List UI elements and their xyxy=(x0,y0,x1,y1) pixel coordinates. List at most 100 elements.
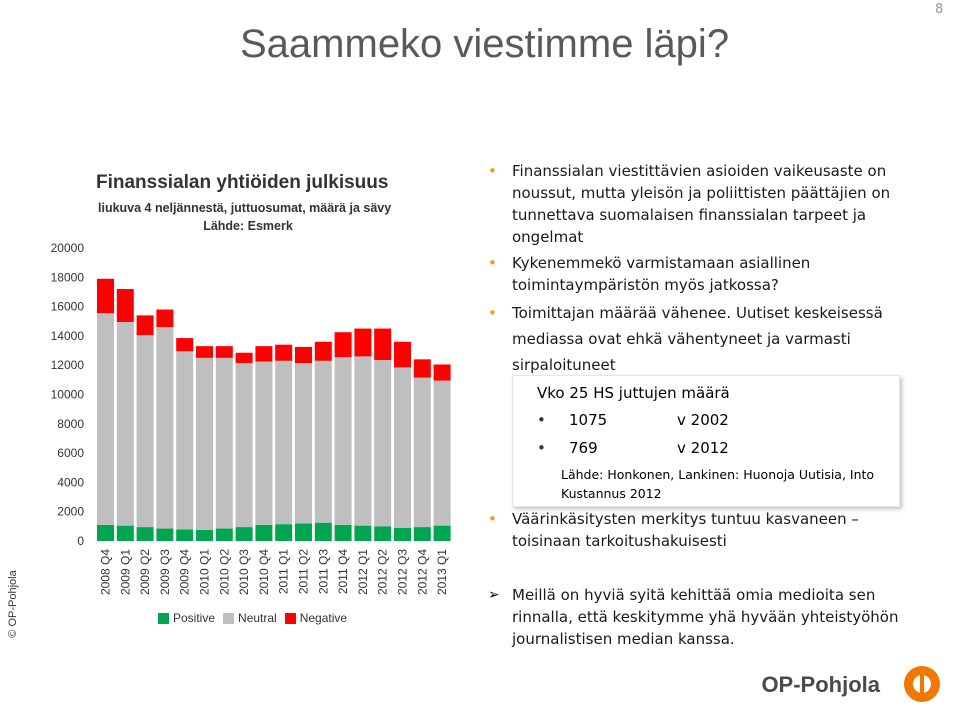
bar-neutral xyxy=(215,357,233,529)
bar-neutral xyxy=(354,356,372,526)
bar-neutral xyxy=(176,351,194,530)
y-tick-label: 16000 xyxy=(51,300,85,314)
x-tick-label: 2011 Q1 xyxy=(277,549,291,594)
legend-swatch-positive xyxy=(158,612,169,624)
bar-negative xyxy=(334,332,352,358)
y-tick-label: 6000 xyxy=(57,446,84,460)
x-axis-labels: 2008 Q4 2009 Q1 2009 Q2 2009 Q3 2009 Q4 2010 … xyxy=(99,549,450,595)
bar-positive xyxy=(374,526,392,541)
x-tick-label: 2011 Q2 xyxy=(297,549,311,594)
statistics-box: Vko 25 HS juttujen määrä 1075 v 2002 769… xyxy=(512,375,900,507)
y-tick-label: 14000 xyxy=(51,329,85,343)
bar-positive xyxy=(156,528,174,541)
bar-neutral xyxy=(255,361,273,525)
bar-negative xyxy=(235,352,253,364)
x-tick-label: 2009 Q3 xyxy=(158,549,172,595)
bullet-item: Meillä on hyviä syitä kehittää omia medi… xyxy=(488,584,928,650)
bullet-item: Toimittajan määrää vähenee. Uutiset kesk… xyxy=(488,300,928,378)
bullet-list-final: Meillä on hyviä syitä kehittää omia medi… xyxy=(488,584,928,650)
box-count: 1075 xyxy=(569,411,608,429)
footer-brand: OP-Pohjola xyxy=(761,672,880,697)
bullet-list: Finanssialan viestittävien asioiden vaik… xyxy=(488,160,928,378)
bar-positive xyxy=(235,527,253,541)
x-tick-label: 2012 Q1 xyxy=(356,549,370,595)
bar-negative xyxy=(374,328,392,361)
bar-negative xyxy=(433,364,451,381)
bar-neutral xyxy=(196,357,213,531)
bars xyxy=(97,278,451,541)
box-heading: Vko 25 HS juttujen määrä xyxy=(537,384,730,402)
bar-neutral xyxy=(275,360,293,525)
bar-positive xyxy=(116,525,134,541)
box-count: 769 xyxy=(569,439,598,457)
bar-negative xyxy=(215,346,233,358)
bar-neutral xyxy=(136,335,154,528)
bar-neutral xyxy=(374,360,392,527)
legend-swatch-neutral xyxy=(223,612,235,624)
bar-neutral xyxy=(314,360,332,523)
bar-negative xyxy=(176,338,194,352)
legend-label-negative: Negative xyxy=(299,611,348,625)
bar-positive xyxy=(394,527,411,541)
x-tick-label: 2011 Q4 xyxy=(336,549,350,594)
legend-label-neutral: Neutral xyxy=(238,611,277,625)
box-year: v 2002 xyxy=(677,411,729,429)
bar-positive xyxy=(196,530,213,541)
bar-neutral xyxy=(433,380,451,526)
footer xyxy=(0,660,960,713)
bar-negative xyxy=(354,328,372,357)
bar-neutral xyxy=(413,377,431,528)
bar-positive xyxy=(314,522,332,541)
y-tick-label: 18000 xyxy=(51,270,85,284)
y-tick-label: 10000 xyxy=(51,388,85,402)
op-logo-icon xyxy=(904,666,940,702)
slide-title: Saammeko viestimme läpi? xyxy=(240,22,730,66)
legend-swatch-negative xyxy=(284,612,296,624)
bar-positive xyxy=(215,528,233,541)
box-source: Lähde: Honkonen, Lankinen: Huonoja Uutis… xyxy=(561,467,875,501)
bar-negative xyxy=(314,341,332,361)
legend-item-negative: Negative xyxy=(284,611,348,625)
chart-source: Lähde: Esmerk xyxy=(203,219,293,233)
legend-item-neutral: Neutral xyxy=(223,611,277,625)
x-tick-label: 2010 Q4 xyxy=(257,549,271,595)
x-tick-label: 2012 Q3 xyxy=(396,549,410,595)
bar-negative xyxy=(97,278,114,314)
y-tick-label: 20000 xyxy=(51,241,85,255)
bar-negative xyxy=(116,289,134,322)
bar-neutral xyxy=(334,357,352,525)
x-tick-label: 2013 Q1 xyxy=(435,549,449,595)
bar-positive xyxy=(255,524,273,541)
bar-negative xyxy=(136,315,154,336)
bar-negative xyxy=(196,346,213,358)
x-tick-label: 2009 Q1 xyxy=(118,549,132,595)
bar-negative xyxy=(413,359,431,378)
bar-negative xyxy=(156,309,174,328)
bar-neutral xyxy=(295,363,312,524)
x-tick-label: 2008 Q4 xyxy=(99,549,113,595)
x-tick-label: 2010 Q1 xyxy=(198,549,212,595)
bar-positive xyxy=(433,525,451,541)
y-tick-label: 12000 xyxy=(51,358,85,372)
bar-neutral xyxy=(394,367,411,528)
x-tick-label: 2010 Q2 xyxy=(217,549,231,595)
legend-label-positive: Positive xyxy=(173,611,216,625)
x-tick-label: 2009 Q2 xyxy=(138,549,152,595)
x-tick-label: 2009 Q4 xyxy=(178,549,192,595)
bar-positive xyxy=(275,524,293,541)
chart: 0 2000 4000 6000 8000 10000 12000 14000 16000 180… xyxy=(51,241,451,595)
bar-positive xyxy=(295,523,312,541)
bullet-list-bottom: Väärinkäsitysten merkitys tuntuu kasvane… xyxy=(488,508,908,552)
y-tick-label: 0 xyxy=(77,534,84,548)
bar-positive xyxy=(413,527,431,541)
bullet-item: Finanssialan viestittävien asioiden vaik… xyxy=(488,160,928,248)
bar-neutral xyxy=(156,327,174,529)
page-number: 8 xyxy=(935,2,944,17)
bar-neutral xyxy=(97,313,114,525)
bar-positive xyxy=(176,529,194,541)
y-axis-labels: 0 2000 4000 6000 8000 10000 12000 14000 16000 180… xyxy=(51,241,85,548)
bar-negative xyxy=(394,341,411,368)
bullet-item: Väärinkäsitysten merkitys tuntuu kasvane… xyxy=(488,508,908,552)
x-tick-label: 2010 Q3 xyxy=(237,549,251,595)
x-tick-label: 2012 Q2 xyxy=(376,549,390,595)
